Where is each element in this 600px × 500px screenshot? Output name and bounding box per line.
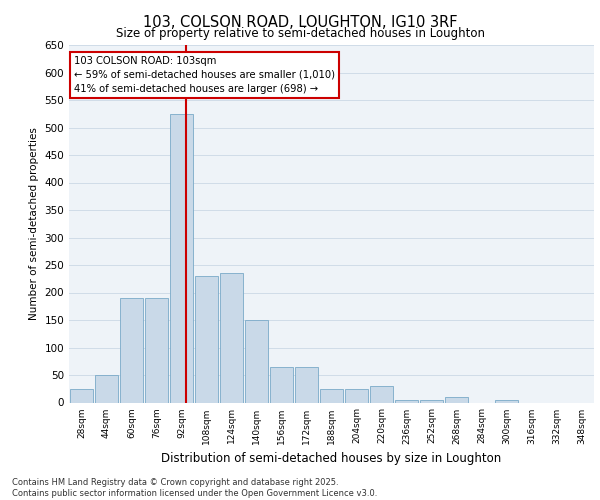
Bar	[445, 397, 469, 402]
Bar	[220, 273, 244, 402]
Bar	[295, 367, 319, 402]
Bar	[269, 367, 293, 402]
Bar	[70, 389, 94, 402]
Bar	[419, 400, 443, 402]
Bar	[95, 375, 118, 402]
Bar	[344, 389, 368, 402]
Y-axis label: Number of semi-detached properties: Number of semi-detached properties	[29, 128, 39, 320]
Bar	[194, 276, 218, 402]
Text: 103 COLSON ROAD: 103sqm
← 59% of semi-detached houses are smaller (1,010)
41% of: 103 COLSON ROAD: 103sqm ← 59% of semi-de…	[74, 56, 335, 94]
Bar	[395, 400, 418, 402]
Text: Size of property relative to semi-detached houses in Loughton: Size of property relative to semi-detach…	[115, 28, 485, 40]
X-axis label: Distribution of semi-detached houses by size in Loughton: Distribution of semi-detached houses by …	[161, 452, 502, 465]
Text: Contains HM Land Registry data © Crown copyright and database right 2025.
Contai: Contains HM Land Registry data © Crown c…	[12, 478, 377, 498]
Bar	[370, 386, 394, 402]
Bar	[170, 114, 193, 403]
Bar	[320, 389, 343, 402]
Bar	[245, 320, 268, 402]
Bar	[145, 298, 169, 403]
Text: 103, COLSON ROAD, LOUGHTON, IG10 3RF: 103, COLSON ROAD, LOUGHTON, IG10 3RF	[143, 15, 457, 30]
Bar	[119, 298, 143, 403]
Bar	[494, 400, 518, 402]
